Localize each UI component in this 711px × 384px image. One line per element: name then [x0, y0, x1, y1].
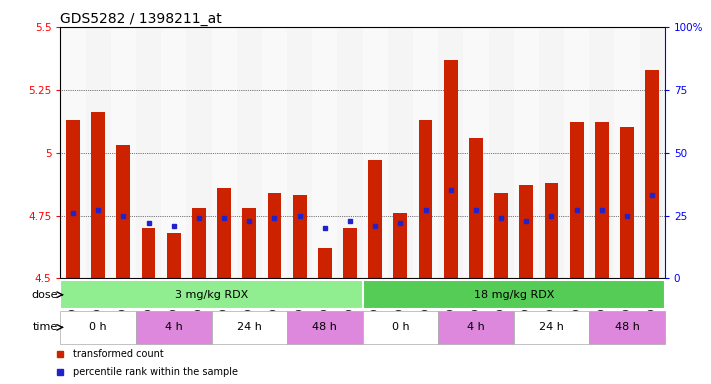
Bar [387, 27, 413, 278]
Bar [514, 27, 539, 278]
Bar [136, 27, 161, 278]
Bar [237, 27, 262, 278]
Text: 48 h: 48 h [614, 322, 639, 333]
Bar [312, 27, 338, 278]
Bar [614, 27, 640, 278]
Bar [60, 27, 85, 278]
Bar [363, 311, 438, 344]
Bar [111, 27, 136, 278]
Bar [212, 311, 287, 344]
Bar [393, 213, 407, 278]
Bar [514, 311, 589, 344]
Bar [589, 311, 665, 344]
Bar [363, 280, 665, 309]
Text: 4 h: 4 h [165, 322, 183, 333]
Text: percentile rank within the sample: percentile rank within the sample [73, 366, 237, 377]
Bar [488, 27, 514, 278]
Text: transformed count: transformed count [73, 349, 164, 359]
Bar [293, 195, 306, 278]
Bar [287, 311, 363, 344]
Bar [620, 127, 634, 278]
Bar [438, 311, 514, 344]
Text: 0 h: 0 h [392, 322, 410, 333]
Bar [564, 27, 589, 278]
Bar [117, 145, 130, 278]
Bar [287, 27, 312, 278]
Bar [192, 208, 206, 278]
Text: dose: dose [31, 290, 58, 300]
Bar [519, 185, 533, 278]
Bar [539, 27, 564, 278]
Bar [570, 122, 584, 278]
Bar [60, 311, 136, 344]
Bar [343, 228, 357, 278]
Text: 0 h: 0 h [90, 322, 107, 333]
Bar [85, 27, 111, 278]
Bar [444, 60, 458, 278]
Text: 24 h: 24 h [237, 322, 262, 333]
Bar [212, 27, 237, 278]
Bar [267, 193, 282, 278]
Bar [368, 160, 382, 278]
Bar [494, 193, 508, 278]
Bar [91, 113, 105, 278]
Text: 48 h: 48 h [312, 322, 337, 333]
Bar [464, 27, 488, 278]
Bar [438, 27, 464, 278]
Bar [242, 208, 256, 278]
Bar [363, 27, 387, 278]
Bar [262, 27, 287, 278]
Bar [136, 311, 212, 344]
Bar [186, 27, 212, 278]
Bar [419, 120, 432, 278]
Bar [646, 70, 659, 278]
Text: time: time [33, 322, 58, 333]
Text: 3 mg/kg RDX: 3 mg/kg RDX [175, 290, 248, 300]
Bar [640, 27, 665, 278]
Bar [66, 120, 80, 278]
Text: GDS5282 / 1398211_at: GDS5282 / 1398211_at [60, 12, 222, 26]
Bar [161, 27, 186, 278]
Text: 4 h: 4 h [467, 322, 485, 333]
Bar [545, 183, 558, 278]
Text: 18 mg/kg RDX: 18 mg/kg RDX [474, 290, 554, 300]
Bar [141, 228, 156, 278]
Bar [318, 248, 332, 278]
Bar [469, 137, 483, 278]
Bar [595, 122, 609, 278]
Text: 24 h: 24 h [539, 322, 564, 333]
Bar [413, 27, 438, 278]
Bar [167, 233, 181, 278]
Bar [589, 27, 614, 278]
Bar [60, 280, 363, 309]
Bar [217, 188, 231, 278]
Bar [338, 27, 363, 278]
